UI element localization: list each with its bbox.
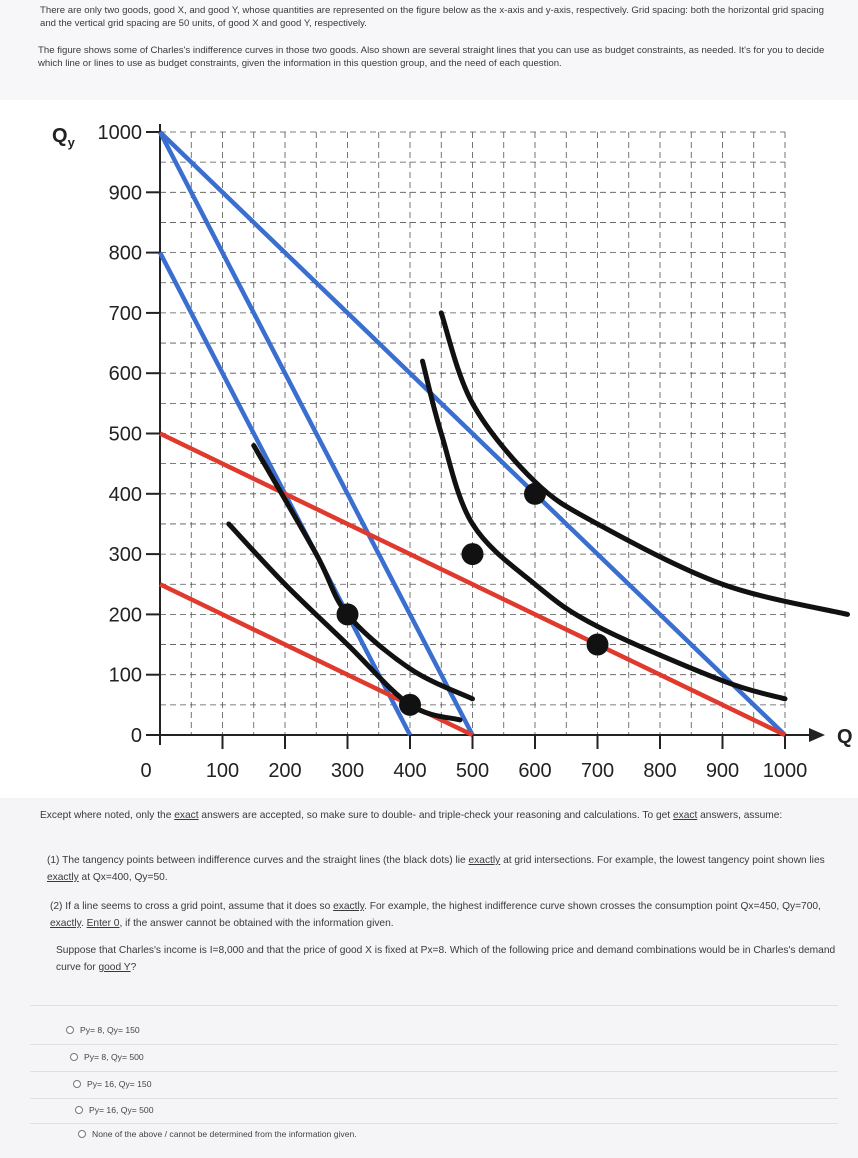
x-axis-label: Q: [837, 726, 853, 748]
y-tick-label: 400: [109, 484, 142, 506]
intro-paragraph-1: There are only two goods, good X, and go…: [40, 5, 824, 29]
tangency-point: [586, 633, 609, 656]
radio-button[interactable]: [78, 1130, 86, 1138]
indifference-curve: [438, 310, 850, 617]
divider: [30, 1044, 838, 1045]
y-axis-label: Qy: [52, 125, 76, 150]
option-3[interactable]: Py= 16, Qy= 150: [73, 1079, 152, 1089]
tangency-point: [336, 603, 359, 626]
x-tick-label: 500: [456, 760, 489, 782]
assumption-2: (2) If a line seems to cross a grid poin…: [50, 901, 821, 929]
budget-line: [158, 130, 475, 737]
y-tick-label: 200: [109, 604, 142, 626]
question-body: Except where noted, only the exact answe…: [0, 800, 858, 1158]
radio-button[interactable]: [66, 1026, 74, 1034]
divider: [30, 1071, 838, 1072]
option-2[interactable]: Py= 8, Qy= 500: [70, 1052, 144, 1062]
x-tick-label: 600: [518, 760, 551, 782]
divider: [30, 1005, 838, 1006]
x-tick-label: 100: [206, 760, 239, 782]
question-intro: There are only two goods, good X, and go…: [0, 0, 858, 100]
y-tick-label: 0: [131, 725, 142, 747]
chart-svg: 0 100 200 300 400 500 600 700 800 900 1000 0 100 200 3…: [52, 122, 853, 782]
x-tick-label: 300: [331, 760, 364, 782]
option-label: Py= 16, Qy= 500: [89, 1105, 154, 1115]
y-tick-label: 600: [109, 363, 142, 385]
y-tick-label: 800: [109, 243, 142, 265]
radio-button[interactable]: [70, 1053, 78, 1061]
tangency-point: [461, 543, 484, 566]
option-label: None of the above / cannot be determined…: [92, 1129, 357, 1139]
y-tick-label: 700: [109, 303, 142, 325]
budget-line: [158, 130, 787, 737]
option-label: Py= 8, Qy= 500: [84, 1052, 144, 1062]
divider: [30, 1123, 838, 1124]
y-tick-label: 1000: [98, 122, 143, 144]
y-tick-label: 500: [109, 424, 142, 446]
budget-line: [159, 431, 786, 738]
divider: [30, 1098, 838, 1099]
y-tick-label: 900: [109, 182, 142, 204]
x-axis-arrow: [809, 728, 825, 742]
instructions: Except where noted, only the exact answe…: [40, 810, 783, 821]
indifference-curve-figure: 0 100 200 300 400 500 600 700 800 900 1000 0 100 200 3…: [0, 100, 858, 798]
option-5[interactable]: None of the above / cannot be determined…: [78, 1129, 357, 1139]
y-tick-label: 100: [109, 665, 142, 687]
x-tick-label: 200: [268, 760, 301, 782]
tangency-point: [399, 693, 421, 716]
option-4[interactable]: Py= 16, Qy= 500: [75, 1105, 154, 1115]
x-tick-label: 700: [581, 760, 614, 782]
x-tick-label: 400: [393, 760, 426, 782]
x-tick-label: 0: [140, 760, 151, 782]
radio-button[interactable]: [73, 1080, 81, 1088]
radio-button[interactable]: [75, 1106, 83, 1114]
x-tick-label: 900: [706, 760, 739, 782]
option-label: Py= 8, Qy= 150: [80, 1025, 140, 1035]
y-tick-label: 300: [109, 544, 142, 566]
indifference-curve: [420, 358, 788, 702]
option-label: Py= 16, Qy= 150: [87, 1079, 152, 1089]
question-text: Suppose that Charles's income is I=8,000…: [56, 945, 836, 973]
x-tick-label: 800: [643, 760, 676, 782]
tangency-point: [524, 482, 546, 505]
assumption-1: (1) The tangency points between indiffer…: [47, 855, 825, 883]
intro-paragraph-2: The figure shows some of Charles's indif…: [38, 45, 825, 69]
option-1[interactable]: Py= 8, Qy= 150: [66, 1025, 140, 1035]
x-tick-label: 1000: [763, 760, 808, 782]
